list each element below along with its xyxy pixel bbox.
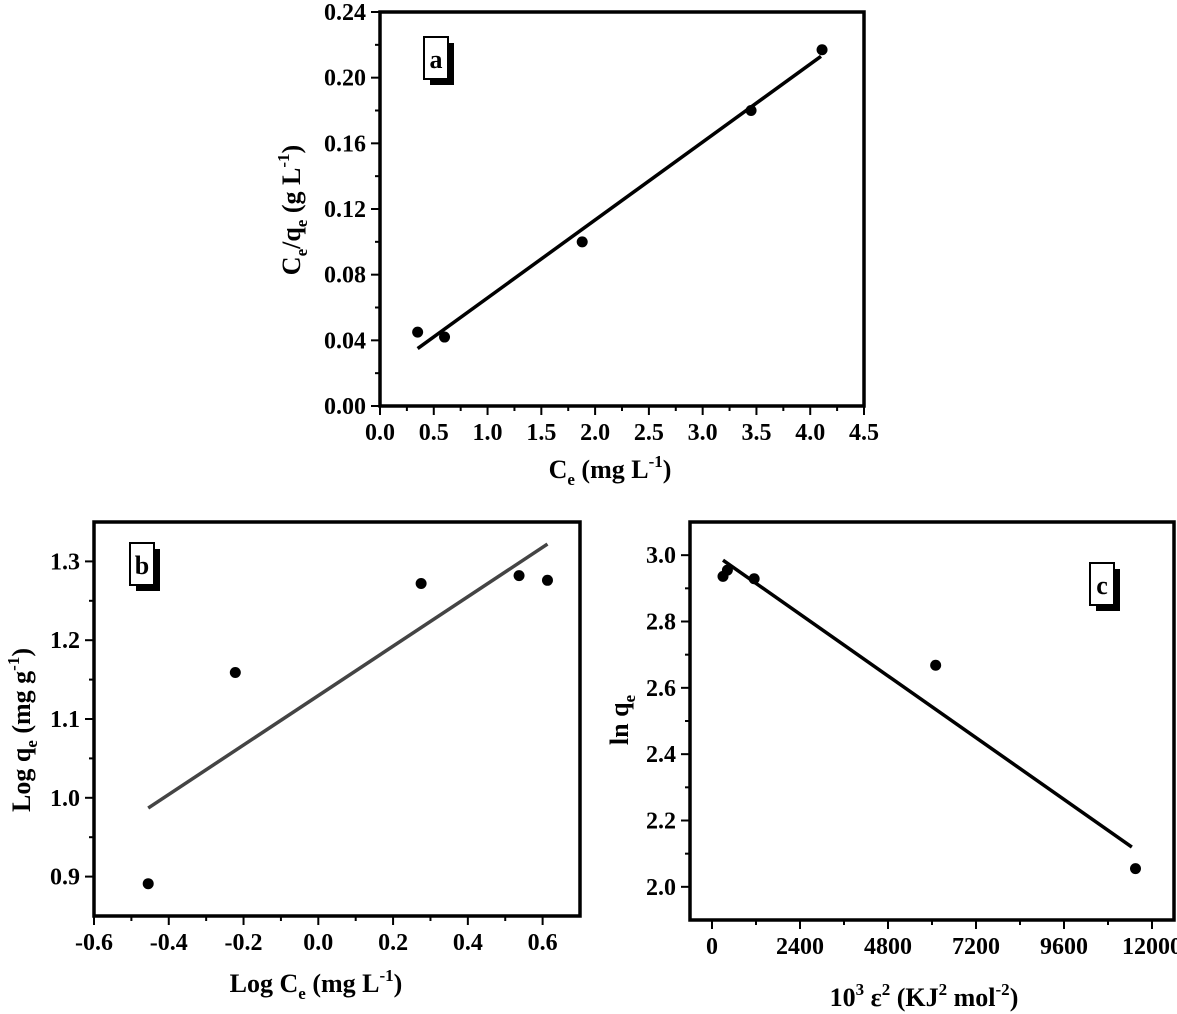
- panel-b-frame: [92, 520, 582, 918]
- panel-b-x-tick-label: -0.4: [150, 930, 188, 956]
- panel-a-y-tick-label: 0.08: [324, 263, 366, 289]
- panel-a-x-tick-label: 1.5: [526, 420, 556, 446]
- panel-a-x-tick-label: 4.0: [795, 420, 825, 446]
- panel-c-y-axis-label: ln qe: [605, 694, 639, 745]
- panel-c-x-tick-label: 2400: [776, 934, 824, 960]
- panel-c-data-point: [721, 564, 733, 576]
- panel-b-y-tick-label: 1.3: [50, 549, 80, 575]
- panel-b-data-point: [541, 574, 553, 586]
- panel-a-points: [412, 44, 828, 343]
- panel-c-y-tick-label: 2.2: [646, 809, 676, 835]
- panel-c-fit-line: [721, 558, 1133, 849]
- panel-a-x-tick-label: 0.5: [419, 420, 449, 446]
- panel-b-fit-line: [147, 542, 549, 810]
- panel-c-y-tick-label: 3.0: [646, 543, 676, 569]
- panel-b-x-tick-label: 0.0: [303, 930, 333, 956]
- panel-b-ticks: -0.6 -0.4 -0.2 0.0 0.2 0.4 0.6 0.9 1.0 1.1 1.2 1.3: [50, 549, 558, 956]
- panel-c-letter-box: [1089, 562, 1115, 606]
- panel-a-y-tick-label: 0.00: [324, 394, 366, 420]
- panel-b-points: [142, 570, 553, 890]
- panel-c-y-tick-label: 2.0: [646, 875, 676, 901]
- panel-c-x-tick-label: 7200: [952, 934, 1000, 960]
- panel-b-y-tick-label: 1.0: [50, 786, 80, 812]
- panel-c-x-tick-label: 12000: [1122, 934, 1177, 960]
- panel-c: 0 2400 4800 7200 9600 12000 2.0 2.2 2.4 2.6 2.8 3.0…: [605, 520, 1177, 1012]
- panel-c-ticks: 0 2400 4800 7200 9600 12000 2.0 2.2 2.4 2.6 2.8 3.0: [646, 543, 1177, 960]
- panel-a-x-tick-label: 2.5: [634, 420, 664, 446]
- panel-a-data-point: [816, 44, 828, 56]
- panel-a-letter: a: [430, 45, 443, 74]
- panel-c-points: [717, 564, 1141, 875]
- panel-c-x-tick-label: 4800: [864, 934, 912, 960]
- panel-a-y-tick-label: 0.16: [324, 131, 366, 157]
- panel-c-data-point: [930, 659, 942, 671]
- panel-c-data-point: [1130, 863, 1141, 875]
- panel-b-y-tick-label: 0.9: [50, 865, 80, 891]
- panel-a-y-tick-label: 0.24: [324, 0, 366, 26]
- panel-b-x-axis-label: Log Ce (mg L-1): [230, 966, 403, 1003]
- panel-b-x-tick-label: 0.2: [378, 930, 408, 956]
- panel-a-ticks: 0.0 0.5 1.0 1.5 2.0 2.5 3.0 3.5 4.0 4.5 0.00 0.04 0.…: [324, 0, 879, 446]
- panel-a-x-tick-label: 3.5: [741, 420, 771, 446]
- panel-a-x-tick-label: 4.5: [849, 420, 879, 446]
- panel-b-x-tick-label: 0.4: [453, 930, 483, 956]
- panel-b-letter-box: [129, 542, 155, 586]
- panel-a-x-tick-label: 0.0: [365, 420, 395, 446]
- panel-c-x-tick-label: 9600: [1040, 934, 1088, 960]
- panel-a-data-point: [576, 236, 588, 248]
- panel-a-y-axis-label: Ce/qe (g L-1): [274, 145, 311, 275]
- panel-a: 0.0 0.5 1.0 1.5 2.0 2.5 3.0 3.5 4.0 4.5 0.00 0.04 0.…: [274, 0, 879, 489]
- panel-a-y-tick-label: 0.04: [324, 328, 366, 354]
- panel-b: -0.6 -0.4 -0.2 0.0 0.2 0.4 0.60.91.01.11.21.3 …: [4, 520, 582, 1003]
- panel-b-data-point: [142, 878, 154, 890]
- panel-a-data-point: [439, 331, 451, 343]
- panel-b-data-point: [229, 667, 241, 679]
- panel-c-y-tick-label: 2.6: [646, 676, 676, 702]
- panel-b-y-tick-label: 1.2: [50, 628, 80, 654]
- panel-b-x-tick-label: 0.6: [528, 930, 558, 956]
- panel-a-x-tick-label: 1.0: [473, 420, 503, 446]
- panel-b-data-point: [415, 577, 427, 589]
- panel-c-x-tick-label: 0: [706, 934, 718, 960]
- panel-b-letter: b: [135, 551, 149, 580]
- panel-a-y-tick-label: 0.12: [324, 197, 366, 223]
- panel-a-y-tick-label: 0.20: [324, 66, 366, 92]
- panel-b-x-tick-label: -0.2: [225, 930, 263, 956]
- panel-c-x-axis-label: 103 ε2 (KJ2 mol-2): [830, 980, 1019, 1012]
- panel-a-x-tick-label: 2.0: [580, 420, 610, 446]
- panel-a-data-point: [412, 326, 424, 338]
- panel-a-fit-line: [416, 54, 823, 350]
- panel-a-x-tick-label: 3.0: [688, 420, 718, 446]
- panel-b-y-tick-label: 1.1: [50, 707, 80, 733]
- panel-a-x-axis-label: Ce (mg L-1): [549, 452, 672, 489]
- panel-b-x-tick-label: -0.6: [75, 930, 113, 956]
- panel-b-data-point: [513, 570, 525, 582]
- panel-c-letter: c: [1096, 571, 1108, 600]
- panel-c-y-tick-label: 2.4: [646, 742, 676, 768]
- panel-c-y-tick-label: 2.8: [646, 610, 676, 636]
- panel-a-letter-box: [423, 36, 449, 80]
- panel-b-y-axis-label: Log qe (mg g-1): [4, 648, 41, 812]
